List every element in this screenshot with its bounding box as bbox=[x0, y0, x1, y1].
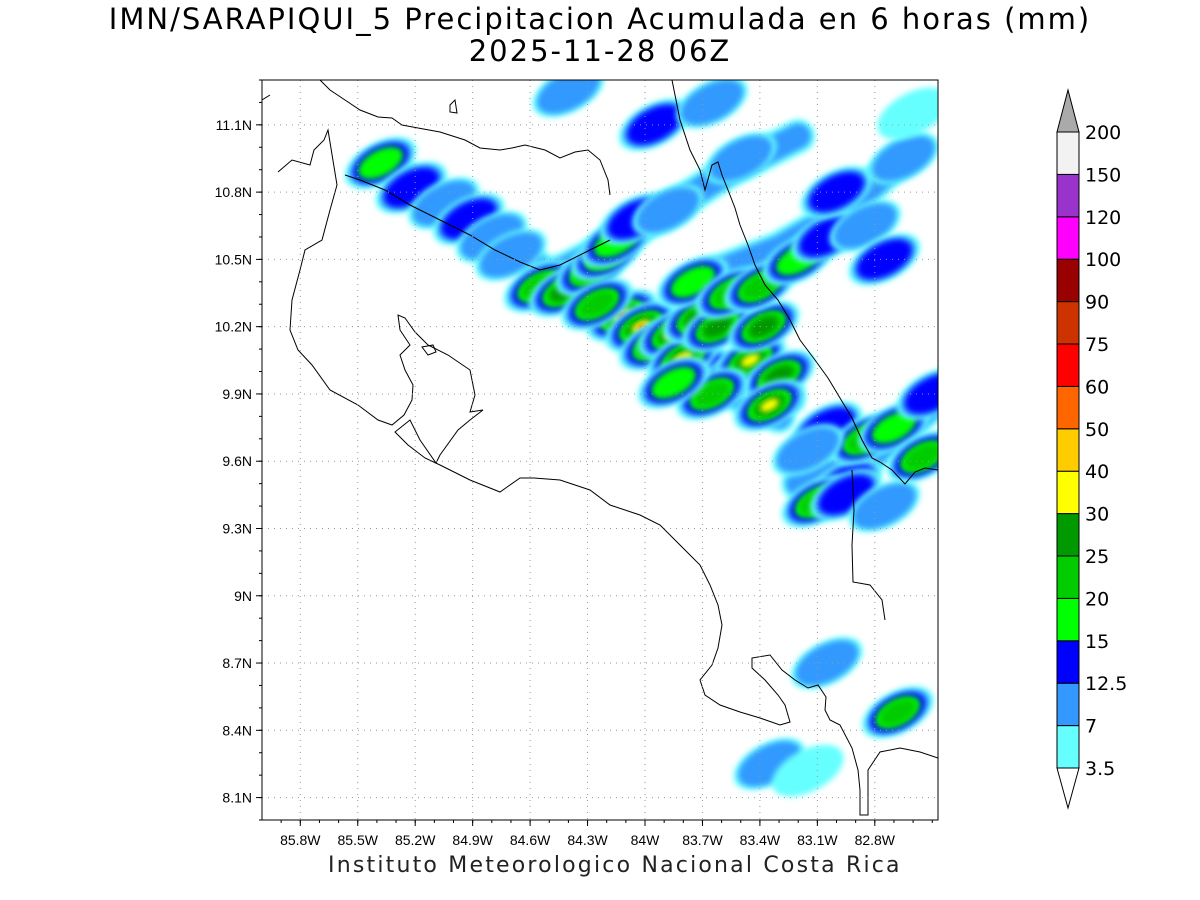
colorbar-legend: 3.5 7 12.5 15 20 25 30 40 50 60 75 90 100 120 150 200 bbox=[1056, 88, 1127, 810]
y-tick-label: 11.1N bbox=[216, 117, 252, 133]
precip-cell bbox=[872, 135, 935, 182]
x-tick-label: 83.7W bbox=[682, 832, 723, 848]
y-tick-label: 8.1N bbox=[222, 790, 252, 806]
legend-label: 120 bbox=[1085, 207, 1121, 229]
y-axis-latitude: 11.1N 10.8N 10.5N 10.2N 9.9N 9.6N 9.3N 9N 8.7N 8.… bbox=[215, 79, 262, 821]
legend-color-box bbox=[1056, 301, 1080, 345]
y-tick-label: 10.8N bbox=[215, 184, 252, 200]
y-tick-label: 8.7N bbox=[222, 655, 252, 671]
nicaragua-coast bbox=[319, 80, 611, 196]
legend-color-box bbox=[1056, 385, 1080, 430]
precipitation-field bbox=[344, 80, 938, 797]
precip-cell bbox=[760, 398, 779, 412]
legend-label: 25 bbox=[1085, 546, 1109, 568]
y-tick-label: 9.6N bbox=[222, 453, 252, 469]
legend-color-box bbox=[1056, 173, 1080, 218]
precip-cell bbox=[853, 483, 916, 529]
legend-label: 40 bbox=[1085, 461, 1109, 483]
legend-label: 3.5 bbox=[1085, 758, 1115, 780]
precip-cell bbox=[709, 135, 773, 182]
x-tick-label: 84.6W bbox=[510, 832, 551, 848]
x-tick-label: 85.2W bbox=[395, 832, 436, 848]
x-tick-label: 84.3W bbox=[567, 832, 608, 848]
caribbean-coastline bbox=[671, 80, 938, 485]
precip-cell bbox=[479, 232, 543, 278]
legend-color-box bbox=[1056, 640, 1080, 684]
legend-label: 50 bbox=[1085, 419, 1109, 441]
footer-credit: Instituto Meteorologico Nacional Costa R… bbox=[328, 853, 902, 878]
legend-color-box bbox=[1056, 555, 1080, 599]
legend-color-box bbox=[1056, 597, 1080, 642]
chart-subtitle-datetime: 2025-11-28 06Z bbox=[468, 34, 732, 68]
legend-color-box bbox=[1056, 725, 1080, 769]
legend-label: 150 bbox=[1085, 164, 1121, 186]
precip-cell bbox=[537, 80, 600, 114]
chart-title: IMN/SARAPIQUI_5 Precipitacion Acumulada … bbox=[108, 2, 1092, 36]
x-tick-label: 83.4W bbox=[740, 832, 781, 848]
y-tick-label: 10.2N bbox=[215, 319, 252, 335]
legend-label: 100 bbox=[1085, 249, 1121, 271]
precip-cell bbox=[358, 146, 404, 180]
island-1 bbox=[449, 98, 458, 114]
precip-cell bbox=[772, 744, 844, 797]
y-tick-label: 9N bbox=[234, 588, 252, 604]
nicaragua-border bbox=[344, 174, 611, 271]
legend-color-box bbox=[1056, 428, 1080, 472]
island-2 bbox=[421, 344, 437, 356]
legend-label: 20 bbox=[1085, 588, 1109, 610]
panama-border bbox=[851, 469, 886, 621]
plot-frame bbox=[261, 79, 939, 821]
legend-label: 30 bbox=[1085, 504, 1109, 526]
y-tick-label: 8.4N bbox=[222, 722, 252, 738]
precip-cell bbox=[776, 427, 840, 473]
precip-cell bbox=[904, 443, 938, 470]
precip-cell bbox=[578, 291, 616, 318]
coastline-borders bbox=[262, 80, 938, 816]
legend-label: 60 bbox=[1085, 376, 1109, 398]
x-tick-label: 84W bbox=[631, 832, 661, 848]
legend-label: 7 bbox=[1085, 716, 1097, 738]
y-tick-label: 10.5N bbox=[215, 251, 252, 267]
x-tick-label: 83.1W bbox=[797, 832, 838, 848]
x-tick-label: 85.8W bbox=[280, 832, 321, 848]
x-tick-label: 82.8W bbox=[855, 832, 896, 848]
legend-color-box bbox=[1056, 513, 1080, 557]
legend-color-box bbox=[1056, 682, 1080, 727]
precip-cell bbox=[833, 203, 897, 249]
precip-cell bbox=[651, 366, 697, 400]
precip-cell bbox=[879, 699, 916, 726]
legend-lower-triangle bbox=[1056, 767, 1080, 810]
precip-cell bbox=[857, 239, 912, 279]
precip-cell bbox=[905, 374, 938, 414]
pacific-coastline bbox=[277, 128, 938, 816]
lake-nicaragua-shore bbox=[262, 94, 271, 101]
legend-color-box bbox=[1056, 258, 1080, 303]
legend-label: 15 bbox=[1085, 631, 1109, 653]
precip-cell bbox=[749, 316, 778, 337]
x-axis-longitude: 85.8W 85.5W 85.2W 84.9W 84.6W 84.3W 84W 83.7W 83… bbox=[280, 820, 933, 848]
precip-cell bbox=[704, 316, 732, 337]
x-tick-label: 85.5W bbox=[338, 832, 379, 848]
precip-cell bbox=[877, 87, 938, 140]
legend-color-box bbox=[1056, 343, 1080, 387]
y-tick-label: 9.9N bbox=[222, 386, 252, 402]
precip-cell bbox=[680, 80, 744, 126]
legend-color-box bbox=[1056, 131, 1080, 175]
precip-cell bbox=[740, 353, 760, 368]
precip-cell bbox=[636, 187, 700, 233]
legend-color-box bbox=[1056, 470, 1080, 515]
legend-label: 12.5 bbox=[1085, 673, 1127, 695]
legend-upper-triangle bbox=[1056, 88, 1080, 133]
x-tick-label: 84.9W bbox=[452, 832, 493, 848]
legend-label: 75 bbox=[1085, 334, 1109, 356]
precip-cell bbox=[809, 172, 864, 212]
legend-label: 90 bbox=[1085, 292, 1109, 314]
precip-cell bbox=[627, 105, 682, 145]
legend-label: 200 bbox=[1085, 122, 1121, 144]
legend-color-box bbox=[1056, 216, 1080, 260]
precip-cell bbox=[871, 411, 917, 444]
y-tick-label: 9.3N bbox=[222, 520, 252, 536]
